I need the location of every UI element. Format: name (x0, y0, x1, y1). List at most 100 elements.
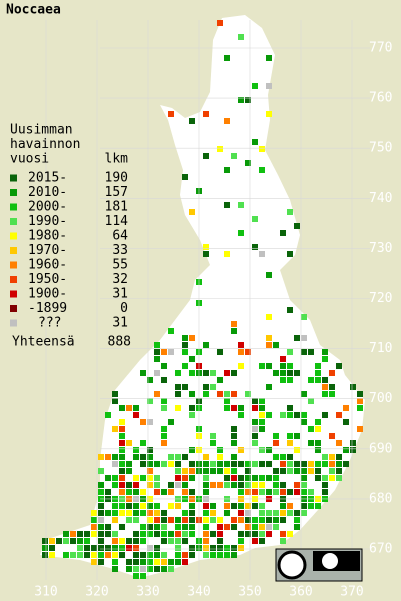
square (84, 552, 90, 558)
square (224, 118, 230, 124)
square (84, 538, 90, 544)
square (119, 447, 125, 453)
square (147, 454, 153, 460)
square (252, 244, 258, 250)
square (294, 461, 300, 467)
square (245, 160, 251, 166)
square (203, 524, 209, 530)
square (203, 244, 209, 250)
square (98, 552, 104, 558)
square (133, 545, 139, 551)
legend-label: 1960- (28, 258, 67, 273)
square (189, 510, 195, 516)
legend-count: 0 (120, 301, 128, 316)
square (182, 342, 188, 348)
square (224, 552, 230, 558)
square (77, 538, 83, 544)
square (322, 475, 328, 481)
square (42, 552, 48, 558)
square (98, 454, 104, 460)
square (168, 517, 174, 523)
square (217, 552, 223, 558)
y-label: 720 (369, 291, 392, 306)
square (273, 454, 279, 460)
x-label: 310 (34, 585, 57, 600)
square (161, 552, 167, 558)
square (189, 335, 195, 341)
square (224, 461, 230, 467)
square (112, 398, 118, 404)
square (105, 475, 111, 481)
square (203, 475, 209, 481)
square (161, 531, 167, 537)
square (287, 349, 293, 355)
square (203, 489, 209, 495)
square (231, 405, 237, 411)
square (245, 97, 251, 103)
square (259, 405, 265, 411)
square (203, 538, 209, 544)
legend-swatch (10, 232, 17, 240)
square (161, 461, 167, 467)
square (280, 531, 286, 537)
y-label: 730 (369, 241, 392, 256)
square (91, 559, 97, 565)
square (238, 503, 244, 509)
square (126, 503, 132, 509)
square (140, 461, 146, 467)
square (287, 503, 293, 509)
square (175, 370, 181, 376)
square (189, 503, 195, 509)
square (238, 363, 244, 369)
square (119, 468, 125, 474)
legend-swatch (10, 276, 17, 283)
square (182, 363, 188, 369)
square (287, 454, 293, 460)
y-label: 760 (369, 91, 392, 106)
square (119, 510, 125, 516)
square (287, 377, 293, 383)
square (140, 524, 146, 530)
square (98, 468, 104, 474)
square (112, 426, 118, 432)
square (112, 545, 118, 551)
square (154, 552, 160, 558)
square (112, 552, 118, 558)
square (98, 482, 104, 488)
square (238, 202, 244, 208)
square (224, 503, 230, 509)
square (357, 391, 363, 397)
square (161, 538, 167, 544)
square (182, 454, 188, 460)
square (210, 552, 216, 558)
x-label: 320 (85, 585, 108, 600)
square (140, 559, 146, 565)
square (287, 209, 293, 215)
square (231, 461, 237, 467)
square (301, 503, 307, 509)
square (266, 342, 272, 348)
square (105, 545, 111, 551)
square (329, 433, 335, 439)
square (133, 510, 139, 516)
square (294, 524, 300, 530)
square (189, 475, 195, 481)
square (217, 391, 223, 397)
square (91, 545, 97, 551)
square (210, 545, 216, 551)
square (357, 405, 363, 411)
square (168, 489, 174, 495)
square (182, 524, 188, 530)
square (203, 251, 209, 257)
legend-total: 888 (108, 335, 131, 350)
square (182, 559, 188, 565)
square (154, 342, 160, 348)
square (238, 482, 244, 488)
square (210, 461, 216, 467)
square (140, 370, 146, 376)
square (203, 342, 209, 348)
square (189, 517, 195, 523)
square (357, 398, 363, 404)
square (189, 209, 195, 215)
